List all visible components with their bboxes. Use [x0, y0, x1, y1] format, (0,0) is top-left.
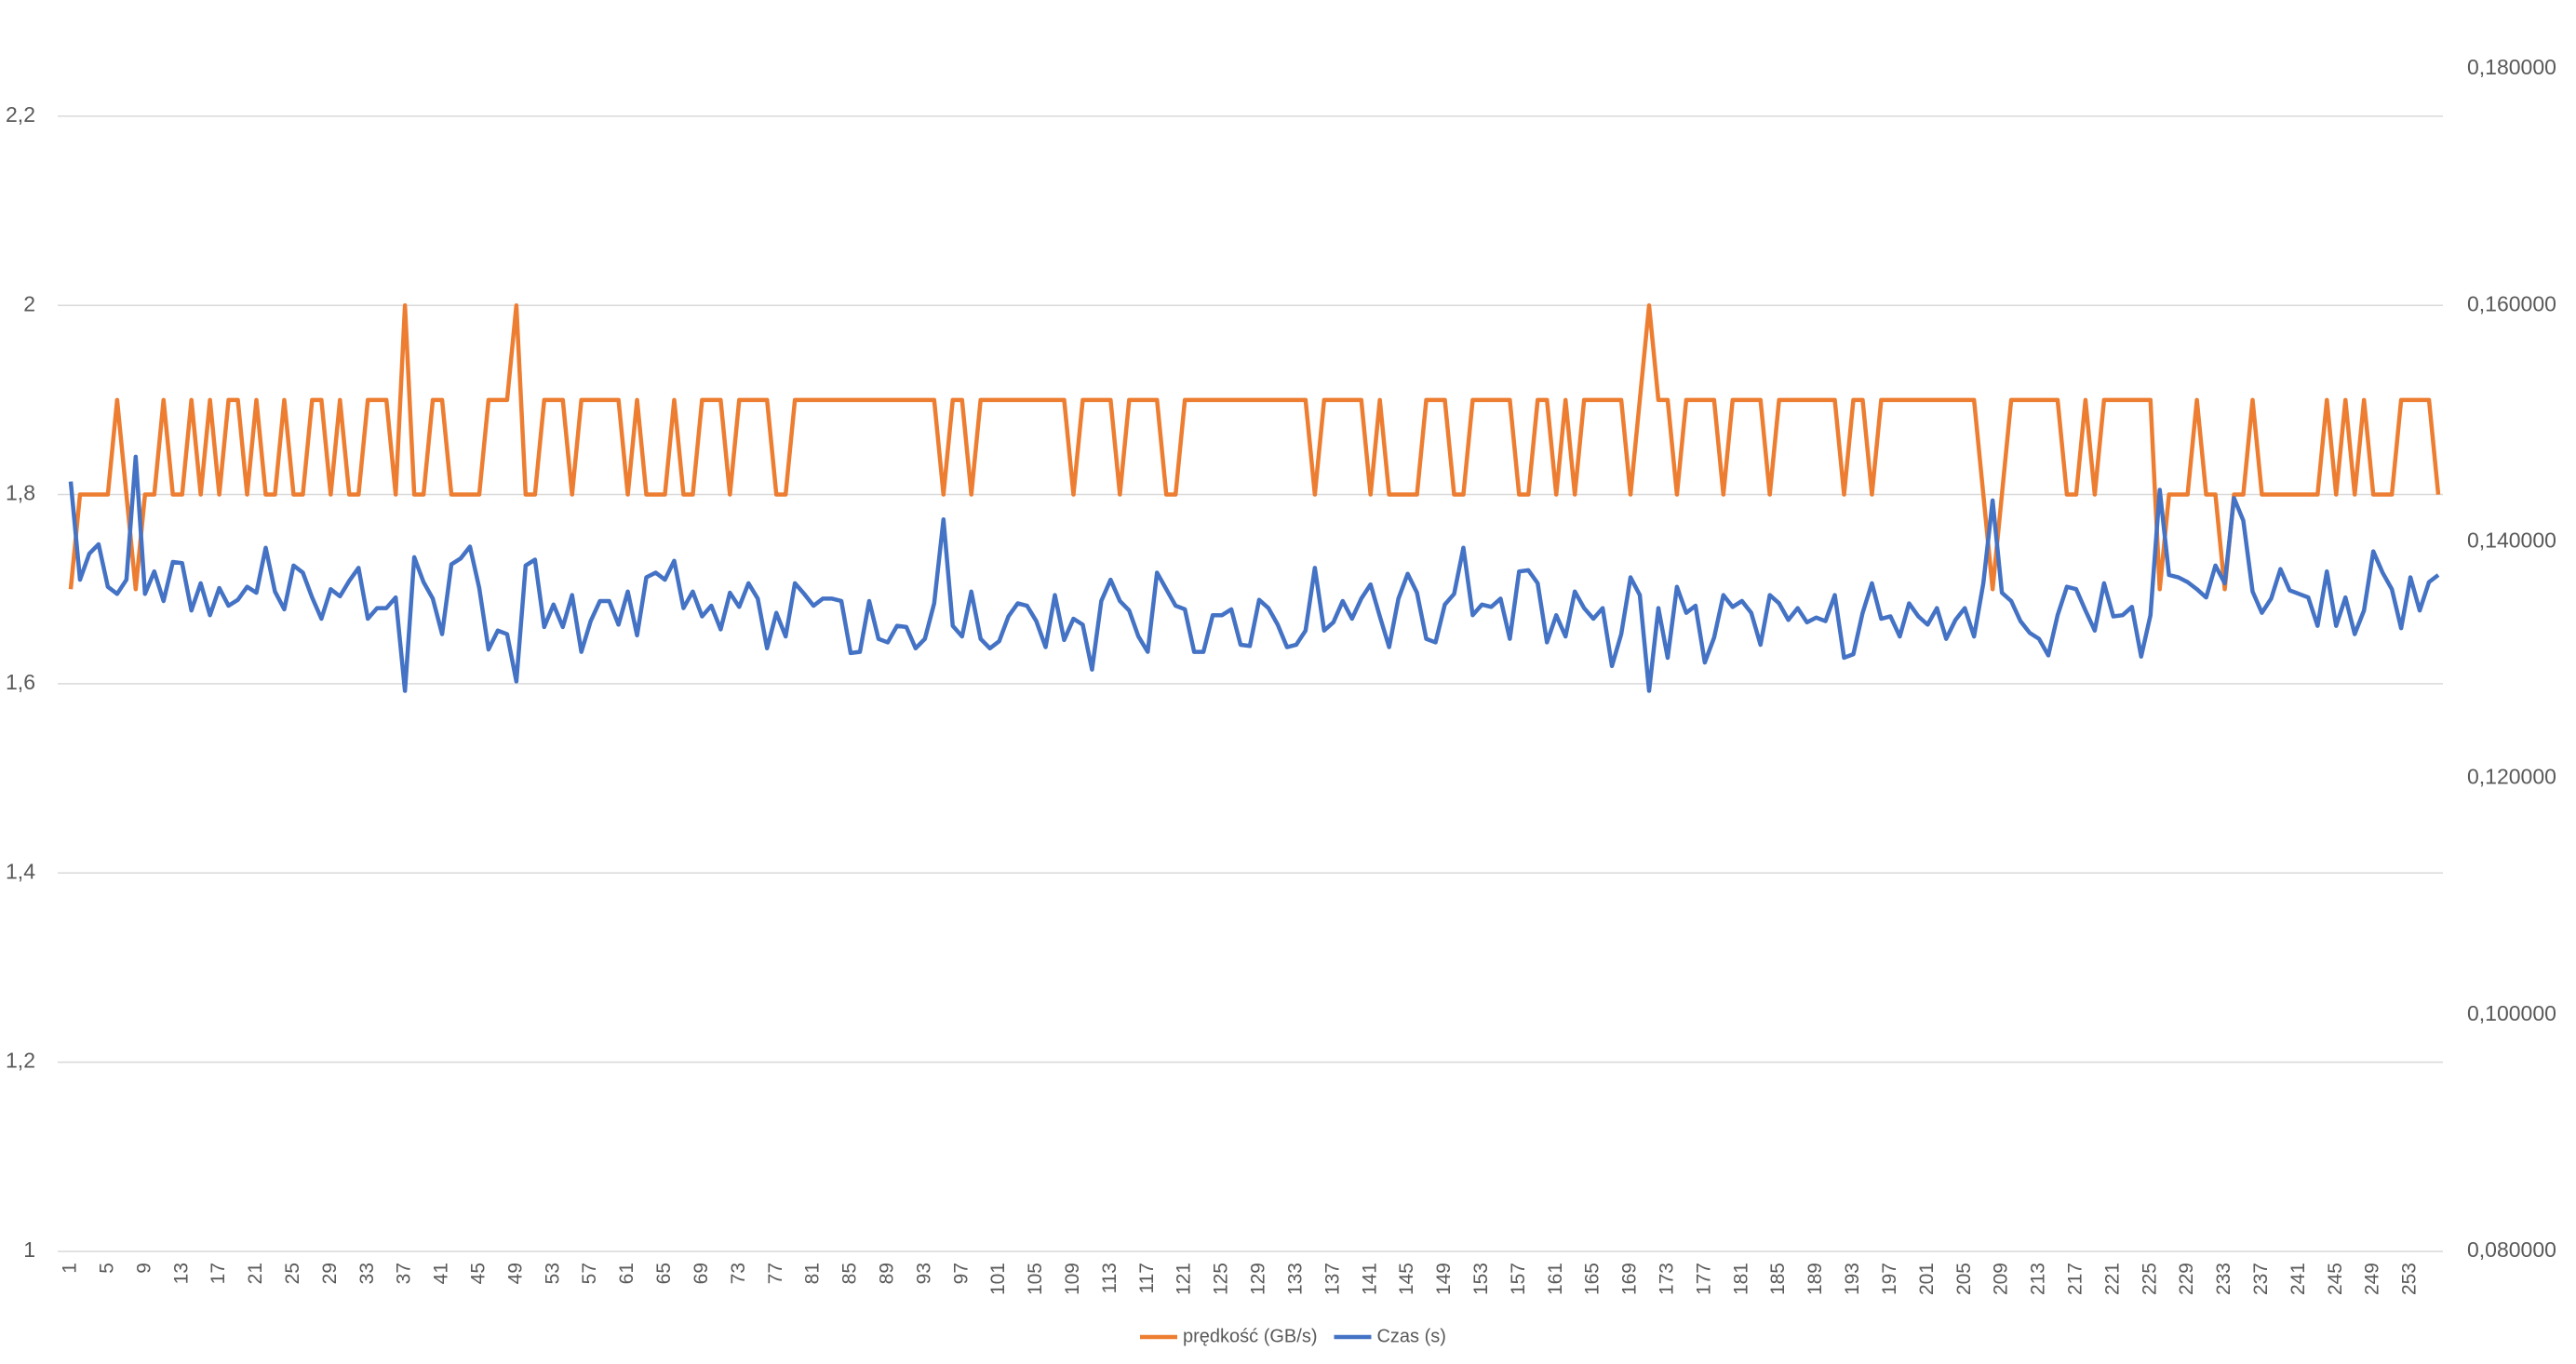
x-tick-label: 193	[1842, 1263, 1863, 1295]
x-tick-label: 89	[876, 1263, 897, 1284]
x-tick-label: 197	[1879, 1263, 1900, 1295]
x-tick-label: 45	[468, 1263, 490, 1284]
x-tick-label: 81	[802, 1263, 824, 1284]
x-tick-label: 73	[728, 1263, 749, 1284]
x-tick-label: 121	[1174, 1263, 1195, 1295]
y2-tick-label: 0,140000	[2467, 528, 2556, 552]
y-tick-label: 2,2	[6, 102, 35, 127]
x-tick-label: 145	[1396, 1263, 1417, 1295]
x-tick-label: 93	[913, 1263, 934, 1284]
y2-tick-label: 0,080000	[2467, 1237, 2556, 1262]
x-tick-label: 181	[1730, 1263, 1751, 1295]
x-tick-label: 249	[2362, 1263, 2383, 1295]
x-tick-label: 209	[1991, 1263, 2012, 1295]
x-tick-label: 85	[839, 1263, 861, 1284]
x-tick-label: 137	[1322, 1263, 1343, 1295]
x-tick-label: 185	[1767, 1263, 1789, 1295]
x-tick-label: 237	[2250, 1263, 2272, 1295]
y-tick-label: 2	[23, 291, 35, 315]
y-tick-label: 1,6	[6, 670, 35, 694]
x-tick-label: 225	[2139, 1263, 2160, 1295]
x-tick-label: 169	[1619, 1263, 1641, 1295]
x-tick-label: 205	[1953, 1263, 1975, 1295]
x-tick-label: 53	[542, 1263, 563, 1284]
x-tick-label: 189	[1805, 1263, 1826, 1295]
x-tick-label: 221	[2101, 1263, 2123, 1295]
x-tick-label: 101	[987, 1263, 1009, 1295]
x-tick-label: 109	[1062, 1263, 1083, 1295]
x-tick-label: 125	[1211, 1263, 1232, 1295]
x-tick-label: 153	[1470, 1263, 1492, 1295]
line-series	[68, 302, 2441, 592]
y2-tick-label: 0,180000	[2467, 55, 2556, 79]
x-tick-label: 165	[1582, 1263, 1603, 1295]
x-tick-label: 173	[1657, 1263, 1678, 1295]
y-tick-label: 1,8	[6, 481, 35, 505]
y-tick-label: 1,4	[6, 859, 35, 883]
x-tick-label: 177	[1693, 1263, 1714, 1295]
x-tick-label: 65	[653, 1263, 675, 1284]
x-tick-label: 113	[1099, 1263, 1120, 1293]
x-tick-label: 133	[1284, 1263, 1306, 1295]
x-tick-label: 129	[1248, 1263, 1269, 1295]
y2-tick-label: 0,160000	[2467, 291, 2556, 315]
x-tick-label: 49	[504, 1263, 526, 1284]
line-series	[68, 454, 2440, 693]
x-tick-label: 9	[133, 1263, 154, 1274]
x-tick-label: 201	[1916, 1263, 1938, 1295]
x-tick-label: 233	[2213, 1263, 2234, 1295]
x-tick-label: 17	[208, 1263, 229, 1284]
x-tick-label: 117	[1136, 1263, 1158, 1293]
x-tick-label: 61	[616, 1263, 637, 1284]
x-tick-label: 33	[356, 1263, 378, 1284]
legend-label: Czas (s)	[1376, 1326, 1445, 1346]
x-tick-label: 25	[282, 1263, 303, 1284]
x-tick-label: 217	[2064, 1263, 2086, 1295]
x-tick-label: 13	[170, 1263, 192, 1284]
x-tick-label: 29	[319, 1263, 341, 1284]
x-tick-label: 149	[1433, 1263, 1455, 1295]
x-tick-label: 229	[2176, 1263, 2197, 1295]
x-tick-label: 69	[691, 1263, 712, 1284]
x-tick-label: 5	[96, 1263, 117, 1274]
x-tick-label: 21	[245, 1263, 266, 1284]
x-tick-label: 37	[394, 1263, 415, 1284]
legend-label: prędkość (GB/s)	[1183, 1326, 1317, 1346]
x-tick-label: 97	[950, 1263, 972, 1284]
x-tick-label: 157	[1508, 1263, 1529, 1295]
x-tick-label: 245	[2325, 1263, 2346, 1295]
x-tick-label: 141	[1359, 1263, 1380, 1295]
y-tick-label: 1,2	[6, 1049, 35, 1073]
x-tick-label: 1	[60, 1263, 81, 1274]
x-tick-label: 77	[765, 1263, 786, 1284]
x-tick-label: 253	[2399, 1263, 2421, 1295]
x-tick-label: 41	[431, 1263, 452, 1284]
x-tick-label: 57	[579, 1263, 600, 1284]
y-tick-label: 1	[23, 1237, 35, 1262]
x-tick-label: 241	[2288, 1263, 2309, 1295]
y2-tick-label: 0,120000	[2467, 765, 2556, 789]
x-tick-label: 161	[1545, 1263, 1566, 1295]
x-tick-label: 213	[2028, 1263, 2049, 1295]
x-tick-label: 105	[1025, 1263, 1046, 1295]
y2-tick-label: 0,100000	[2467, 1001, 2556, 1025]
